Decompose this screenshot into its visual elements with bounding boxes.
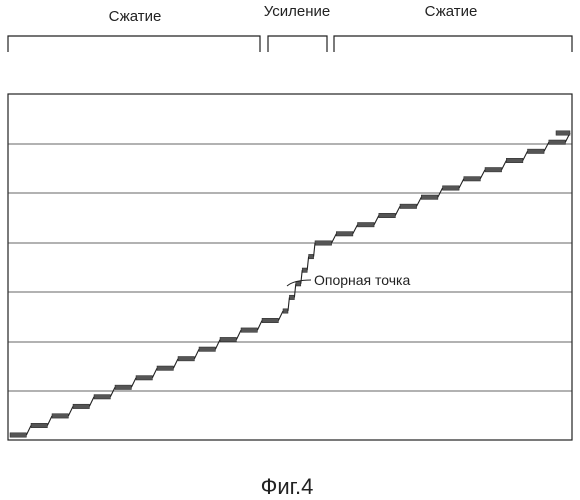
curve-step <box>31 423 47 427</box>
curve-step <box>379 213 396 217</box>
grid-lines <box>8 144 572 391</box>
curve-step <box>199 347 215 351</box>
curve-step <box>262 318 278 322</box>
curve-step <box>52 414 68 418</box>
bracket-amplification <box>268 36 327 52</box>
curve-step <box>94 395 110 399</box>
bracket-compression-left <box>8 36 260 52</box>
callout-label: Опорная точка <box>314 272 410 288</box>
curve-step <box>302 268 307 272</box>
region-label-compression-right: Сжатие <box>425 3 478 20</box>
curve-step <box>528 149 545 153</box>
curve-step <box>178 357 194 361</box>
curve-step <box>309 254 314 258</box>
curve-step <box>556 131 570 135</box>
curve-step <box>296 282 301 286</box>
curve-step <box>289 295 294 299</box>
curve-step <box>220 337 236 341</box>
curve-step <box>283 309 288 313</box>
curve-step <box>315 241 332 245</box>
region-label-compression-left: Сжатие <box>109 8 162 25</box>
curve-step <box>157 366 173 370</box>
curve-step <box>115 385 131 389</box>
curve-step <box>358 223 375 227</box>
curve-step <box>10 433 26 437</box>
curve-step <box>421 195 438 199</box>
bracket-compression-right <box>334 36 572 52</box>
curve-step <box>464 177 481 181</box>
curve-step <box>73 404 89 408</box>
curve-step <box>549 140 566 144</box>
curve-step <box>485 168 502 172</box>
curve-step <box>506 158 523 162</box>
curve-step <box>443 186 460 190</box>
curve-step <box>336 232 353 236</box>
figure-caption: Фиг.4 <box>261 474 314 499</box>
curve-step <box>400 204 417 208</box>
curve-step <box>136 376 152 380</box>
plot-frame <box>8 94 572 440</box>
curve-step <box>241 328 257 332</box>
region-label-amplification: Усиление <box>264 3 331 20</box>
